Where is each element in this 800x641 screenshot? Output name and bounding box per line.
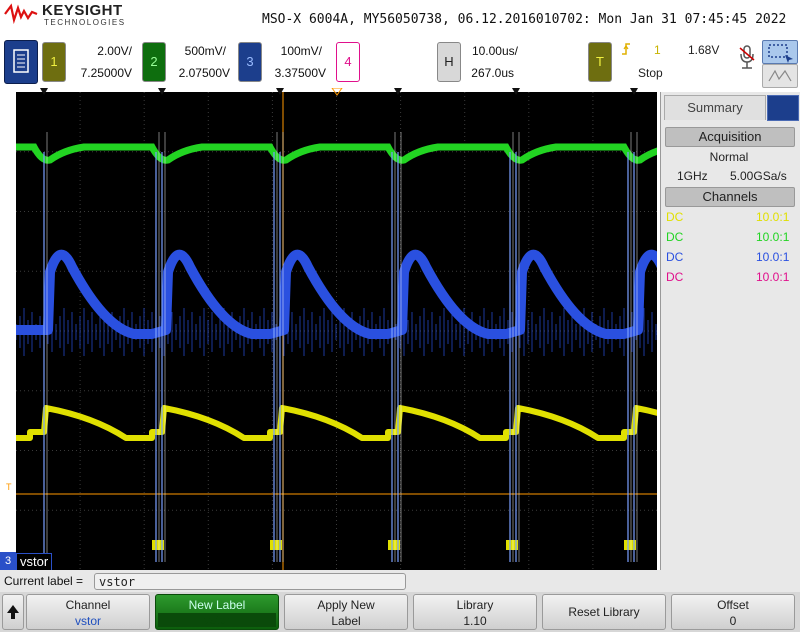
channel-2-key[interactable]: 2 bbox=[142, 42, 166, 82]
channel-2-trace bbox=[16, 143, 657, 164]
horizontal-key[interactable]: H bbox=[437, 42, 461, 82]
channel-1-scale: 2.00V/ bbox=[97, 44, 132, 58]
softkey-label: Apply New bbox=[317, 598, 375, 612]
channel-3-offset: 3.37500V bbox=[274, 66, 326, 80]
channel-1-offset: 7.25000V bbox=[80, 66, 132, 80]
library-softkey[interactable]: Library 1.10 bbox=[413, 594, 537, 630]
channel-3-label: vstor bbox=[16, 553, 53, 571]
timebase-marker bbox=[394, 88, 402, 95]
back-arrow-button[interactable] bbox=[2, 594, 24, 630]
file-menu-button[interactable] bbox=[4, 40, 38, 84]
summary-panel bbox=[660, 92, 800, 570]
reset-library-softkey[interactable]: Reset Library bbox=[542, 594, 666, 630]
softkey-value: vstor bbox=[74, 614, 101, 628]
trigger-position-markers bbox=[40, 88, 638, 96]
softkey-label: Offset bbox=[717, 598, 749, 612]
bandwidth: 1GHz bbox=[677, 169, 708, 183]
select-box-icon bbox=[768, 44, 793, 63]
tab-summary[interactable]: Summary bbox=[664, 95, 766, 120]
sample-rate: 5.00GSa/s bbox=[730, 169, 787, 183]
channel-1-trace-segment bbox=[152, 540, 164, 550]
panel-row-ch4-probe: 10.0:1 bbox=[756, 270, 790, 284]
waveform-canvas bbox=[16, 92, 657, 570]
gesture-button[interactable] bbox=[762, 64, 798, 88]
softkey-value: 1.10 bbox=[463, 614, 487, 628]
document-icon bbox=[13, 49, 29, 73]
microphone-off-icon[interactable] bbox=[738, 44, 756, 74]
channels-header: Channels bbox=[665, 187, 795, 207]
channel-4-key[interactable]: 4 bbox=[336, 42, 360, 82]
timebase-marker bbox=[630, 88, 638, 95]
time-delay: 267.0us bbox=[471, 66, 514, 80]
apply-new-label-softkey[interactable]: Apply New Label bbox=[284, 594, 408, 630]
channel-softkey[interactable]: Channel vstor bbox=[26, 594, 150, 630]
softkey-value: 0 bbox=[729, 614, 737, 628]
channel-1-trace-segment bbox=[624, 540, 636, 550]
softkey-label: New Label bbox=[188, 598, 246, 612]
softkey-label: Library bbox=[456, 598, 494, 612]
current-label-field[interactable]: vstor bbox=[94, 573, 406, 590]
softkey-label: Reset Library bbox=[568, 605, 640, 619]
panel-row-ch3-coupling: DC bbox=[666, 250, 684, 264]
trigger-key[interactable]: T bbox=[588, 42, 612, 82]
panel-row-ch3-probe: 10.0:1 bbox=[756, 250, 790, 264]
softkey-value: vstor bbox=[158, 613, 276, 627]
panel-row-ch2-coupling: DC bbox=[666, 230, 684, 244]
trigger-edge-icon bbox=[622, 43, 630, 55]
up-arrow-icon bbox=[7, 605, 19, 619]
run-state: Stop bbox=[638, 66, 663, 80]
brand-name: KEYSIGHT bbox=[42, 2, 123, 19]
trigger-source: 1 bbox=[654, 43, 661, 57]
current-label-caption: Current label = bbox=[4, 574, 84, 588]
channel-3-ground-marker: 3 bbox=[0, 552, 16, 570]
panel-row-ch4-coupling: DC bbox=[666, 270, 684, 284]
softkey-label-line2: Label bbox=[331, 614, 361, 628]
trigger-delay-marker bbox=[331, 88, 343, 96]
channel-1-key[interactable]: 1 bbox=[42, 42, 66, 82]
timebase-marker bbox=[40, 88, 48, 95]
waveform-gesture-icon bbox=[768, 69, 792, 82]
channel-3-key[interactable]: 3 bbox=[238, 42, 262, 82]
timebase-marker bbox=[276, 88, 284, 95]
instrument-title: MSO-X 6004A, MY56050738, 06.12.201601070… bbox=[262, 12, 787, 27]
trigger-level-marker: T bbox=[6, 482, 12, 492]
tab-grid-icon[interactable] bbox=[767, 95, 799, 121]
channel-2-scale: 500mV/ bbox=[184, 44, 226, 58]
acquisition-header: Acquisition bbox=[665, 127, 795, 147]
offset-softkey[interactable]: Offset 0 bbox=[671, 594, 795, 630]
trigger-level: 1.68V bbox=[688, 43, 720, 57]
panel-row-ch1-probe: 10.0:1 bbox=[756, 210, 790, 224]
keysight-logo-icon bbox=[4, 3, 38, 25]
channel-1-trace-segment bbox=[270, 540, 282, 550]
softkey-label: Channel bbox=[65, 598, 111, 612]
brand-subtitle: TECHNOLOGIES bbox=[44, 18, 126, 27]
acquisition-mode: Normal bbox=[709, 150, 749, 164]
zoom-select-button[interactable] bbox=[762, 40, 798, 64]
time-scale: 10.00us/ bbox=[471, 44, 518, 58]
channel-1-trace-segment bbox=[388, 540, 400, 550]
channel-1-trace bbox=[16, 405, 657, 441]
channel-3-scale: 100mV/ bbox=[280, 44, 322, 58]
timebase-marker bbox=[512, 88, 520, 95]
channel-2-offset: 2.07500V bbox=[178, 66, 230, 80]
new-label-softkey[interactable]: New Label vstor bbox=[155, 594, 279, 630]
panel-row-ch2-probe: 10.0:1 bbox=[756, 230, 790, 244]
channel-1-trace-segment bbox=[506, 540, 518, 550]
panel-row-ch1-coupling: DC bbox=[666, 210, 684, 224]
timebase-marker bbox=[158, 88, 166, 95]
waveform-display[interactable] bbox=[16, 92, 657, 570]
